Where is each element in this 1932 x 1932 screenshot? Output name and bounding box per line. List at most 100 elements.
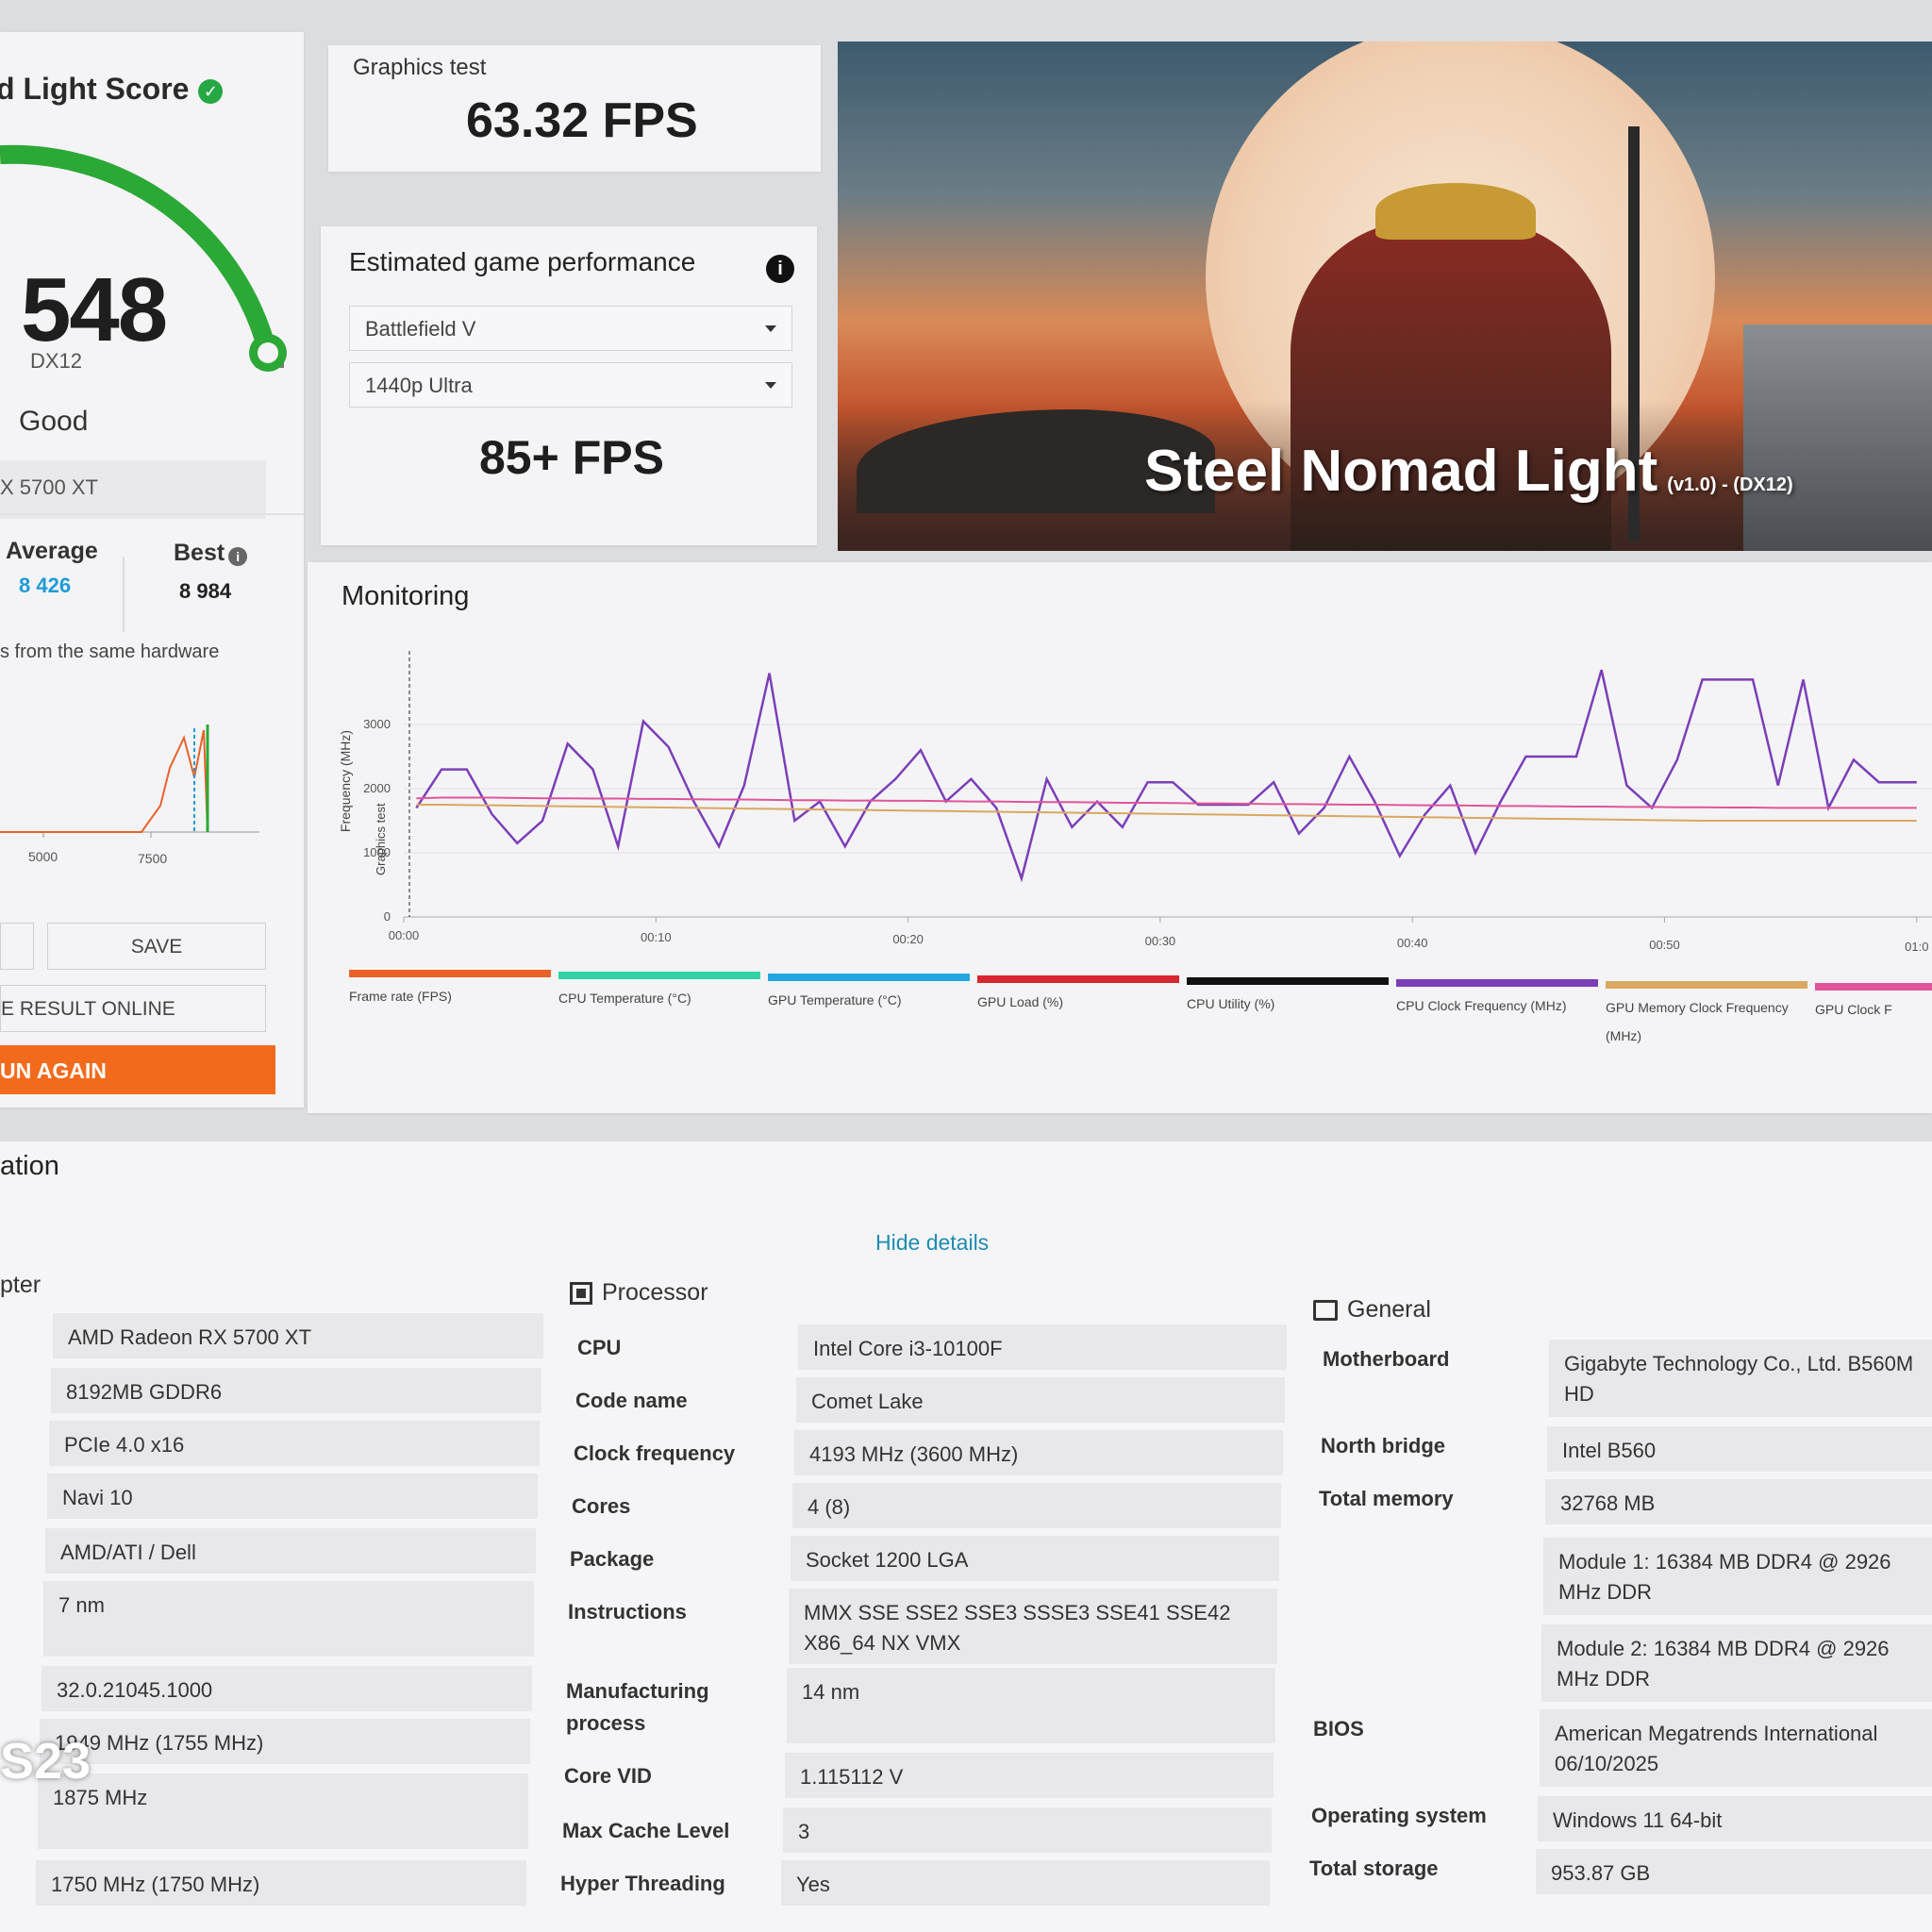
processor-label: Code name xyxy=(575,1389,688,1412)
processor-value: Intel Core i3-10100F xyxy=(798,1324,1287,1370)
legend-swatch xyxy=(1815,983,1932,991)
general-label: Total storage xyxy=(1309,1857,1439,1880)
adapter-heading: pter xyxy=(0,1272,42,1298)
series-line-cpu-clock-frequency-mhz xyxy=(415,669,1917,883)
series-line-gpu-clock-f xyxy=(416,796,1917,809)
legend-item[interactable]: GPU Temperature (°C) xyxy=(768,974,970,1008)
score-title: d Light Score ✓ xyxy=(0,72,224,107)
adapter-value: 1750 MHz (1750 MHz) xyxy=(36,1860,526,1906)
camera-watermark: S23 xyxy=(0,1733,92,1790)
processor-label: Hyper Threading xyxy=(560,1872,725,1895)
y-tick-label: 3000 xyxy=(363,717,391,731)
y-tick-label: 2000 xyxy=(363,781,391,795)
legend-label: GPU Memory Clock Frequency xyxy=(1606,1000,1789,1015)
legend-item[interactable]: GPU Memory Clock Frequency (MHz) xyxy=(1606,981,1807,1043)
processor-label: Manufacturing process xyxy=(566,1679,709,1735)
general-label: North bridge xyxy=(1321,1434,1445,1457)
legend-item[interactable]: CPU Temperature (°C) xyxy=(558,972,760,1006)
estimated-title: Estimated game performance xyxy=(349,247,696,276)
general-value: 953.87 GB xyxy=(1536,1849,1932,1894)
legend-label: GPU Clock F xyxy=(1815,1002,1892,1017)
legend-label: GPU Load (%) xyxy=(977,994,1064,1009)
legend-swatch xyxy=(1396,979,1598,987)
processor-label: Max Cache Level xyxy=(562,1819,730,1842)
legend-swatch xyxy=(977,975,1179,983)
general-value: American Megatrends International 06/10/… xyxy=(1540,1709,1932,1787)
adapter-value: 1875 MHz xyxy=(38,1774,528,1849)
banner-character xyxy=(1291,221,1611,551)
monitoring-card xyxy=(308,562,1932,1113)
run-again-button[interactable]: UN AGAIN xyxy=(0,1045,275,1094)
adapter-value: Navi 10 xyxy=(47,1474,538,1519)
legend-swatch xyxy=(349,970,551,977)
adapter-value: PCIe 4.0 x16 xyxy=(49,1421,540,1466)
adapter-value: AMD/ATI / Dell xyxy=(45,1528,536,1574)
save-button[interactable]: SAVE xyxy=(47,923,266,970)
estimated-fps: 85+ FPS xyxy=(479,431,664,484)
benchmark-version: (v1.0) - (DX12) xyxy=(1667,475,1793,495)
info-icon[interactable]: i xyxy=(766,255,794,283)
banner-machine xyxy=(1743,325,1932,551)
processor-label: Cores xyxy=(572,1494,631,1518)
legend-swatch xyxy=(768,974,970,981)
y-axis-label: Frequency (MHz) xyxy=(338,729,353,833)
compare-result-online-button[interactable]: E RESULT ONLINE xyxy=(0,985,266,1032)
left-button[interactable] xyxy=(0,923,34,970)
graphics-test-card: Graphics test 63.32 FPS xyxy=(328,45,821,172)
game-select[interactable]: Battlefield V xyxy=(349,306,792,351)
x-tick-label: 00:40 xyxy=(1397,936,1428,950)
verified-check-icon: ✓ xyxy=(198,78,224,104)
preset-select-value: 1440p Ultra xyxy=(365,374,473,397)
average-value: 8 426 xyxy=(19,574,72,597)
processor-label: CPU xyxy=(577,1336,622,1359)
monitoring-title: Monitoring xyxy=(341,581,470,611)
x-tick-label: 01:0 xyxy=(1905,940,1928,953)
system-info-title: ation xyxy=(0,1151,59,1181)
monitoring-chart: 0 1000 2000 3000 00:00 00:10 00:20 00:30 00:40 00… xyxy=(363,651,1932,953)
legend-label-cont: (MHz) xyxy=(1606,1028,1642,1043)
x-tick-label: 00:50 xyxy=(1649,938,1680,952)
overall-score: 548 xyxy=(21,259,168,360)
legend-item[interactable]: GPU Load (%) xyxy=(977,975,1179,1009)
processor-value: Comet Lake xyxy=(796,1377,1285,1423)
legend-label: CPU Clock Frequency (MHz) xyxy=(1396,998,1567,1013)
dist-tick: 7500 xyxy=(138,851,168,866)
processor-value: 4 (8) xyxy=(792,1483,1281,1528)
computer-icon xyxy=(1313,1300,1338,1322)
banner-rifle xyxy=(1628,126,1640,541)
score-gauge xyxy=(0,144,287,372)
processor-value: Yes xyxy=(781,1860,1270,1906)
legend-label: CPU Utility (%) xyxy=(1187,996,1275,1011)
legend-item[interactable]: CPU Utility (%) xyxy=(1187,977,1389,1011)
adapter-value: 8192MB GDDR6 xyxy=(51,1368,541,1413)
legend-item[interactable]: GPU Clock F xyxy=(1815,983,1932,1017)
best-label: Best xyxy=(174,540,225,566)
adapter-value: AMD Radeon RX 5700 XT xyxy=(53,1313,543,1358)
legend-swatch xyxy=(558,972,760,979)
game-select-value: Battlefield V xyxy=(365,317,476,341)
hide-details-link[interactable]: Hide details xyxy=(875,1230,990,1255)
legend-label: CPU Temperature (°C) xyxy=(558,991,691,1006)
processor-label: Instructions xyxy=(568,1600,687,1624)
adapter-value: 1949 MHz (1755 MHz) xyxy=(40,1719,530,1764)
legend-label: Frame rate (FPS) xyxy=(349,989,452,1004)
legend-label: GPU Temperature (°C) xyxy=(768,992,902,1008)
processor-label: Package xyxy=(570,1547,655,1571)
legend-swatch xyxy=(1606,981,1807,989)
general-label: Total memory xyxy=(1319,1487,1454,1510)
x-tick-label: 00:30 xyxy=(1145,934,1176,948)
score-card: d Light Score ✓ 548 DX12 Good X 5700 XT A… xyxy=(0,32,304,1108)
info-icon[interactable]: i xyxy=(228,546,248,566)
banner-hat xyxy=(1375,183,1536,240)
best-value: 8 984 xyxy=(179,579,232,603)
preset-select[interactable]: 1440p Ultra xyxy=(349,362,792,408)
dist-tick: 5000 xyxy=(28,849,58,864)
legend-item[interactable]: Frame rate (FPS) xyxy=(349,970,551,1004)
api-label: DX12 xyxy=(30,349,83,373)
processor-value: 1.115112 V xyxy=(785,1753,1274,1798)
general-value: 32768 MB xyxy=(1545,1479,1932,1524)
processor-value: MMX SSE SSE2 SSE3 SSSE3 SSE41 SSE42 X86_… xyxy=(789,1589,1277,1664)
adapter-value: 7 nm xyxy=(43,1581,534,1657)
legend-item[interactable]: CPU Clock Frequency (MHz) xyxy=(1396,979,1598,1013)
hardware-note: s from the same hardware xyxy=(0,641,220,662)
